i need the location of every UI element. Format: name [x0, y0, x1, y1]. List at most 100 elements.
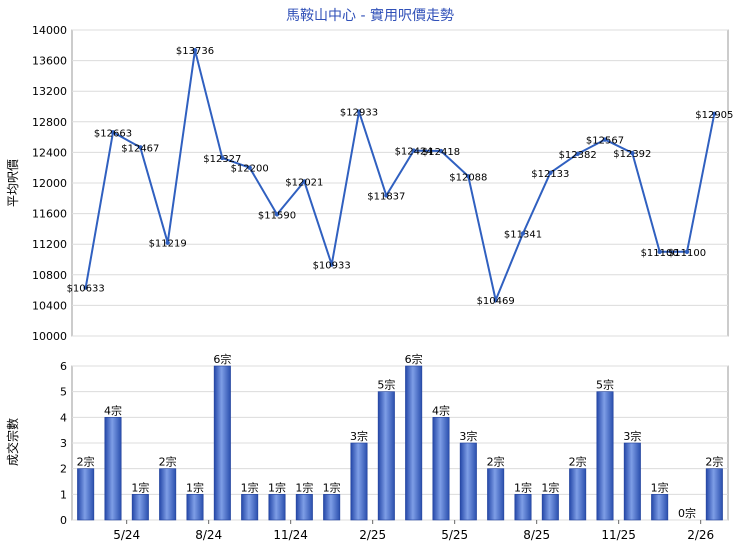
price-data-label: $12933	[340, 108, 378, 119]
price-data-label: $12133	[531, 169, 569, 180]
price-series-line	[84, 49, 716, 304]
transaction-bar	[77, 468, 95, 521]
transaction-data-label: 2宗	[487, 455, 505, 469]
transaction-bar	[377, 391, 395, 521]
price-point	[220, 155, 225, 161]
transaction-data-label: 1宗	[323, 480, 341, 494]
price-point	[83, 285, 88, 290]
price-point	[138, 145, 143, 150]
x-tick-label: 11/25	[601, 528, 636, 542]
transaction-data-label: 2宗	[159, 455, 177, 469]
transaction-bar	[432, 417, 450, 521]
price-point	[712, 111, 717, 116]
transaction-data-label: 2宗	[705, 455, 723, 469]
price-data-label: $11341	[504, 229, 542, 240]
transaction-data-label: 1宗	[295, 480, 313, 494]
price-data-label: $12663	[94, 128, 132, 139]
transaction-bar	[705, 468, 723, 521]
transaction-data-label: 3宗	[350, 429, 368, 443]
price-point	[520, 231, 526, 236]
transaction-bar	[295, 494, 313, 521]
transaction-data-label: 1宗	[541, 480, 559, 494]
transaction-data-label: 2宗	[77, 455, 95, 469]
price-data-label: $12200	[231, 164, 269, 175]
price-data-label: $13736	[176, 46, 214, 57]
transaction-bar	[541, 494, 559, 521]
bar-y-tick-label: 4	[60, 411, 67, 424]
transaction-bar	[569, 468, 587, 521]
price-point	[302, 179, 307, 184]
line-y-tick-label: 13600	[32, 55, 67, 68]
price-point	[192, 47, 198, 53]
line-y-tick-label: 14000	[32, 24, 67, 37]
transaction-bar	[131, 494, 149, 521]
line-y-tick-label: 11600	[32, 208, 67, 221]
line-y-tick-label: 12800	[32, 116, 67, 129]
transaction-bar	[159, 468, 177, 521]
bar-y-tick-label: 3	[60, 437, 67, 450]
price-point	[684, 249, 690, 255]
bar-chart-y-axis-label: 成交宗數	[5, 418, 20, 466]
price-point	[575, 151, 580, 156]
transaction-bar	[268, 494, 286, 521]
transaction-data-label: 2宗	[569, 455, 587, 469]
line-y-tick-label: 12400	[32, 146, 67, 159]
price-data-label: $12467	[121, 143, 159, 154]
transaction-bar	[323, 494, 341, 521]
price-data-label: $10633	[67, 284, 105, 295]
transaction-bar	[104, 417, 122, 521]
transaction-data-label: 1宗	[514, 480, 532, 494]
transaction-data-label: 3宗	[623, 429, 641, 443]
line-y-tick-label: 10400	[32, 299, 67, 312]
price-point	[165, 240, 170, 245]
price-data-label: $11100	[668, 248, 706, 259]
x-tick-label: 2/26	[687, 528, 714, 542]
price-data-label: $12392	[613, 149, 651, 160]
price-point	[657, 249, 662, 255]
price-data-label: $12088	[449, 172, 487, 183]
price-point	[602, 137, 608, 142]
price-point	[110, 130, 116, 135]
transaction-bar	[487, 468, 505, 521]
price-point	[438, 148, 444, 154]
transaction-bar	[405, 365, 423, 521]
transactions-bar-chart: 6 5 4 3 2 1 0 2宗 4宗 1宗 2宗 1宗 6宗 1宗 1宗 1宗 1宗 3宗 5宗 6宗 4宗 3宗 2宗 1…	[60, 352, 729, 542]
bar-y-tick-label: 6	[60, 360, 67, 373]
price-data-label: $10933	[313, 261, 351, 272]
transaction-bar	[596, 391, 614, 521]
transaction-bar	[623, 442, 641, 521]
transaction-bar	[350, 442, 368, 521]
transaction-bar	[241, 494, 259, 521]
price-data-label: $12021	[285, 177, 323, 188]
transaction-data-label: 0宗	[678, 506, 696, 520]
price-point	[274, 212, 280, 217]
x-tick-label: 11/24	[273, 528, 308, 542]
transaction-bar	[651, 494, 669, 521]
line-y-tick-label: 11200	[32, 238, 67, 251]
transaction-data-label: 6宗	[405, 352, 423, 366]
price-data-label: $12567	[586, 136, 624, 147]
price-point	[329, 262, 334, 267]
transaction-data-label: 5宗	[596, 378, 614, 392]
price-data-label: $11590	[258, 210, 296, 221]
transaction-bar	[186, 494, 204, 521]
price-data-label: $12382	[559, 150, 597, 161]
transaction-data-label: 1宗	[186, 480, 204, 494]
price-point	[247, 165, 252, 170]
price-data-label: $11837	[367, 191, 405, 202]
price-point	[548, 170, 553, 176]
price-line-chart: 14000 13600 13200 12800 12400 12000 11600 11200…	[32, 24, 733, 343]
price-data-label: $12327	[203, 154, 241, 165]
transaction-data-label: 6宗	[213, 352, 231, 366]
transaction-data-label: 1宗	[131, 480, 149, 494]
price-point	[493, 297, 498, 303]
x-tick-label: 5/24	[113, 528, 140, 542]
price-data-label: $12418	[422, 147, 460, 158]
bar-y-tick-label: 2	[60, 463, 67, 476]
price-point	[466, 174, 471, 179]
price-point	[356, 109, 362, 114]
transaction-data-label: 4宗	[432, 403, 450, 417]
line-y-tick-label: 12000	[32, 177, 67, 190]
bar-y-tick-label: 1	[60, 488, 67, 501]
